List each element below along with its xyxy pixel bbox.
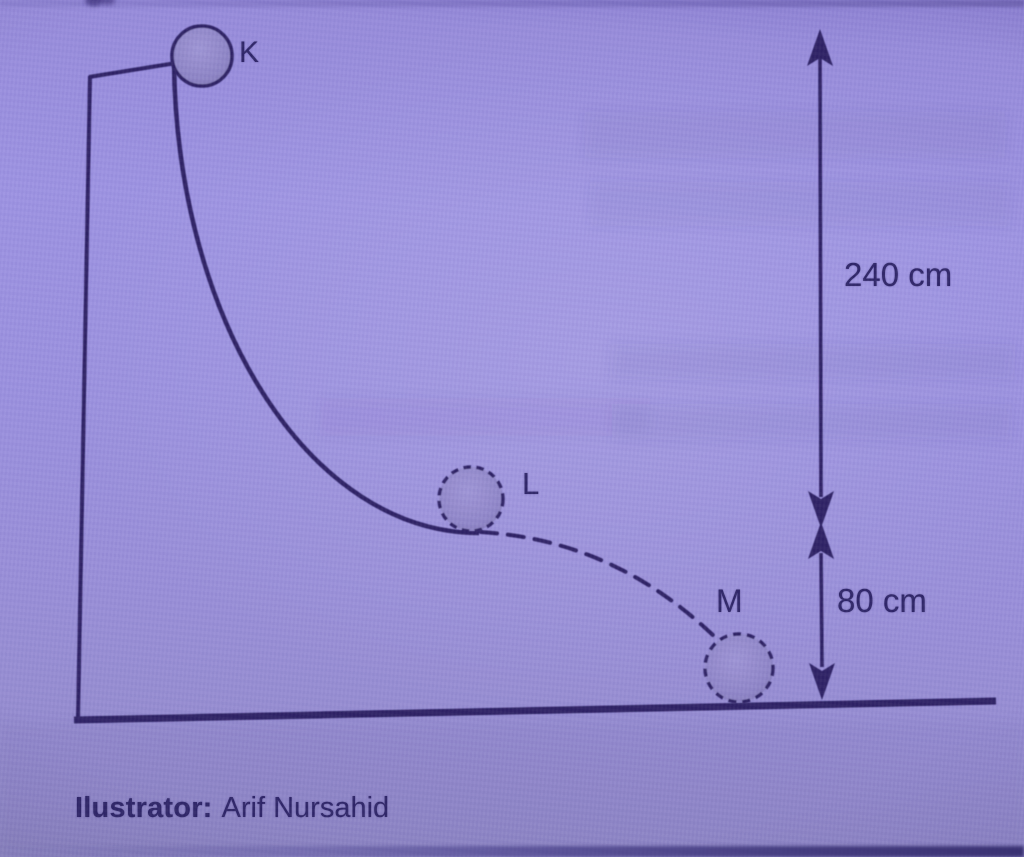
arrowhead-down-bottom bbox=[809, 663, 835, 700]
top-edge-ink-smudge bbox=[85, 0, 115, 6]
illustrator-caption-role: Ilustrator: bbox=[75, 792, 213, 824]
arrowhead-down-mid bbox=[808, 491, 834, 528]
ramp-left-wall bbox=[76, 75, 92, 719]
ball-m-dashed bbox=[703, 632, 775, 704]
ground-line bbox=[73, 697, 997, 724]
label-point-m: M bbox=[716, 583, 743, 619]
arrowhead-up-mid bbox=[808, 522, 834, 559]
page-showthrough-ghost-text bbox=[585, 112, 1015, 440]
dimension-label-80cm: 80 cm bbox=[837, 582, 927, 619]
ball-l-dashed bbox=[437, 465, 505, 533]
illustrator-caption: Ilustrator: Arif Nursahid bbox=[75, 792, 389, 825]
label-point-l: L bbox=[522, 466, 540, 501]
illustrator-caption-name: Arif Nursahid bbox=[221, 792, 390, 824]
dimension-arrows bbox=[807, 29, 835, 700]
projectile-trajectory-dashed bbox=[479, 530, 718, 640]
dimension-line-240 bbox=[818, 54, 823, 498]
dimension-line-80 bbox=[819, 552, 824, 668]
label-point-k: K bbox=[239, 36, 260, 69]
below-ground-shading bbox=[0, 722, 1024, 852]
ramp-top-ledge bbox=[88, 61, 177, 79]
ball-k bbox=[170, 24, 234, 88]
arrowhead-up-top bbox=[807, 29, 833, 66]
dimension-label-240cm: 240 cm bbox=[844, 256, 953, 293]
ramp-curve bbox=[171, 62, 480, 536]
